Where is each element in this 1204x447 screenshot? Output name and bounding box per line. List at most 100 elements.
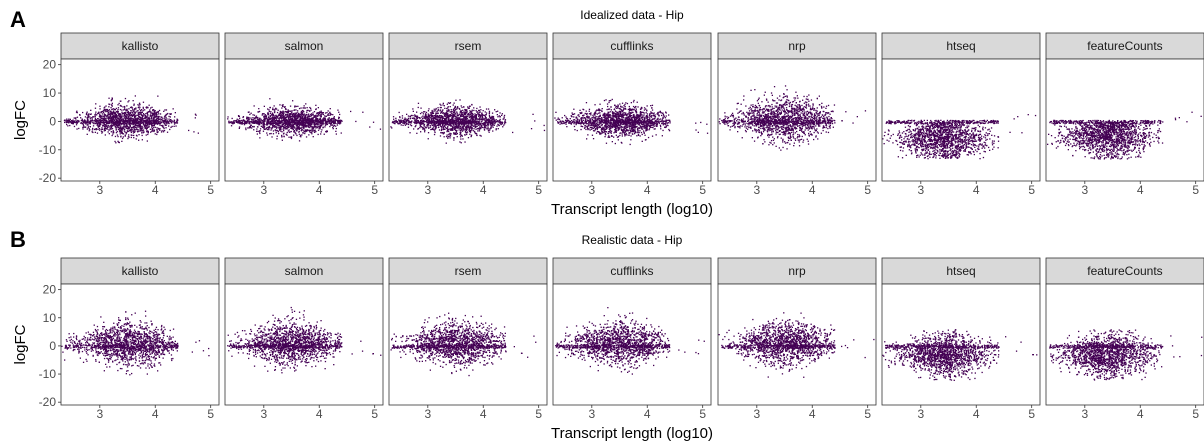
data-point [458, 115, 459, 116]
data-point [75, 118, 76, 119]
data-point [333, 118, 334, 119]
data-point [318, 114, 319, 115]
data-point [451, 113, 452, 114]
data-point [504, 115, 505, 116]
data-point [122, 106, 123, 107]
data-point [488, 130, 489, 131]
data-point [437, 107, 438, 108]
data-point [119, 117, 120, 118]
data-point [415, 126, 416, 127]
data-point [285, 106, 286, 107]
data-point [107, 116, 108, 117]
data-point [400, 121, 401, 122]
data-point [114, 141, 115, 142]
data-point [416, 118, 417, 119]
data-point [455, 100, 456, 101]
data-point [431, 118, 432, 119]
data-point [296, 116, 297, 117]
data-point [485, 111, 486, 112]
data-point [156, 113, 157, 114]
data-point [275, 130, 276, 131]
data-point [272, 109, 273, 110]
y-tick-label: 10 [43, 86, 57, 100]
data-point [139, 108, 140, 109]
data-point [142, 120, 143, 121]
data-point [493, 121, 494, 122]
data-point [305, 107, 306, 108]
facet-strip-label: cufflinks [610, 39, 653, 53]
data-point [257, 111, 258, 112]
data-point [317, 122, 318, 123]
data-point [499, 120, 500, 121]
data-point [300, 114, 301, 115]
data-point [425, 117, 426, 118]
data-point [452, 111, 453, 112]
data-point [435, 117, 436, 118]
data-point [442, 122, 443, 123]
data-point [154, 125, 155, 126]
data-point [87, 128, 88, 129]
data-point [476, 108, 477, 109]
data-point [105, 105, 106, 106]
data-point [259, 137, 260, 138]
data-point [462, 131, 463, 132]
data-point [129, 112, 130, 113]
data-point [479, 130, 480, 131]
data-point [432, 110, 433, 111]
data-point [295, 114, 296, 115]
data-point [544, 130, 545, 131]
data-point [303, 107, 304, 108]
data-point [166, 118, 167, 119]
data-point [434, 125, 435, 126]
data-point [499, 125, 500, 126]
data-point [299, 131, 300, 132]
data-point [336, 133, 337, 134]
data-point [271, 121, 272, 122]
data-point [656, 134, 657, 135]
data-point [88, 113, 89, 114]
data-point [94, 129, 95, 130]
data-point [143, 113, 144, 114]
data-point [430, 112, 431, 113]
data-point [125, 123, 126, 124]
data-point [195, 114, 196, 115]
data-point [136, 127, 137, 128]
data-point [443, 127, 444, 128]
data-point [322, 127, 323, 128]
data-point [290, 116, 291, 117]
data-point [334, 116, 335, 117]
data-point [151, 117, 152, 118]
data-point [329, 112, 330, 113]
data-point [489, 111, 490, 112]
data-point [162, 118, 163, 119]
data-point [105, 111, 106, 112]
data-point [274, 115, 275, 116]
data-point [442, 104, 443, 105]
data-point [106, 116, 107, 117]
data-point [108, 114, 109, 115]
data-point [534, 120, 535, 121]
data-point [448, 121, 449, 122]
data-point [163, 122, 164, 123]
data-point [238, 121, 239, 122]
data-point [330, 108, 331, 109]
data-point [128, 137, 129, 138]
data-point [283, 116, 284, 117]
data-point [401, 124, 402, 125]
data-point [127, 122, 128, 123]
data-point [277, 136, 278, 137]
data-point [465, 129, 466, 130]
data-point [132, 107, 133, 108]
data-point [447, 137, 448, 138]
data-point [290, 106, 291, 107]
data-point [362, 112, 363, 113]
data-point [393, 116, 394, 117]
data-point [425, 127, 426, 128]
data-point [484, 126, 485, 127]
data-point [103, 110, 104, 111]
data-point [299, 122, 300, 123]
data-point [479, 119, 480, 120]
data-point [106, 126, 107, 127]
data-point [142, 116, 143, 117]
data-point [475, 129, 476, 130]
